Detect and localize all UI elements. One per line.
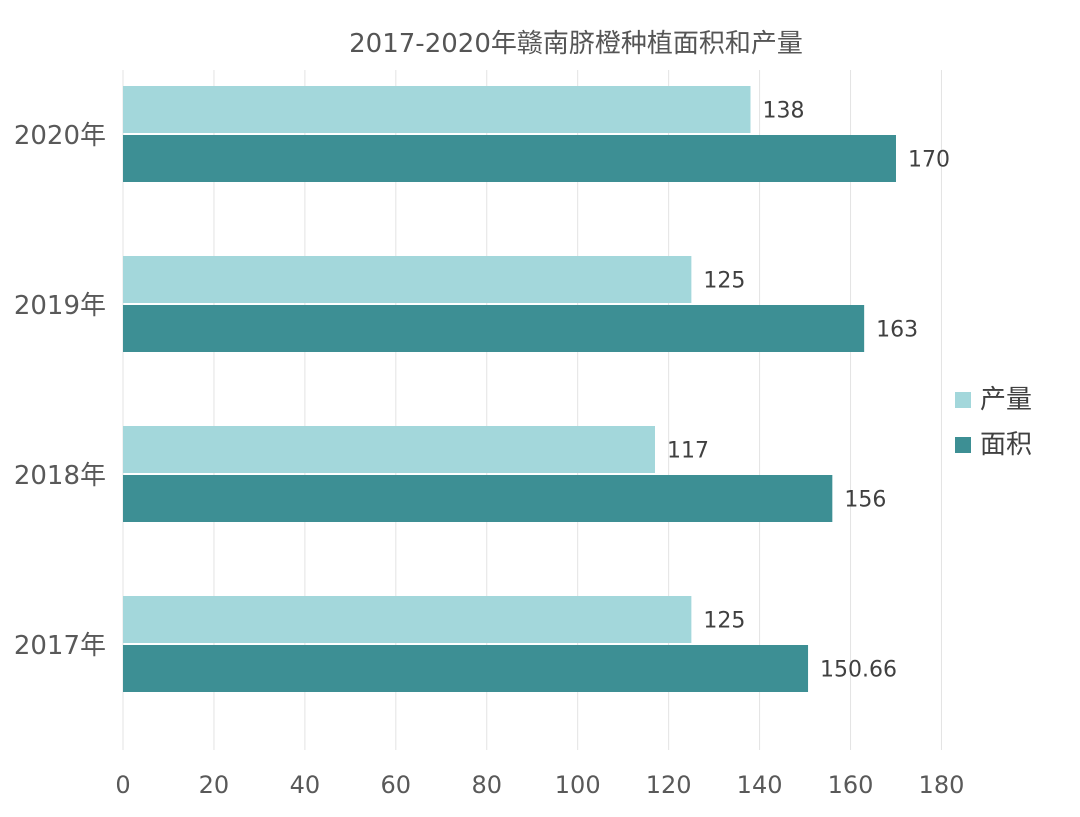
x-tick-label: 40 (290, 771, 321, 799)
bar-面积-2019年 (123, 305, 865, 352)
x-tick-label: 180 (919, 771, 965, 799)
bar-产量-2018年 (123, 426, 655, 473)
legend-swatch (955, 437, 971, 453)
x-tick-label: 0 (115, 771, 130, 799)
data-label: 150.66 (820, 658, 897, 683)
category-label: 2017年 (14, 631, 106, 661)
data-label: 163 (876, 318, 918, 343)
legend-swatch (955, 392, 971, 408)
bar-产量-2020年 (123, 86, 751, 133)
legend-label: 产量 (980, 385, 1032, 415)
x-tick-label: 60 (381, 771, 412, 799)
bar-面积-2020年 (123, 135, 896, 182)
gridlines (122, 70, 942, 750)
x-tick-label: 20 (199, 771, 230, 799)
data-label: 125 (703, 269, 745, 294)
x-tick-label: 120 (646, 771, 692, 799)
category-label: 2020年 (14, 121, 106, 151)
x-tick-label: 100 (555, 771, 601, 799)
chart-title: 2017-2020年赣南脐橙种植面积和产量 (349, 29, 803, 59)
category-label: 2018年 (14, 461, 106, 491)
data-label: 138 (762, 99, 804, 124)
category-axis: 2020年 2019年 2018年 2017年 (14, 121, 106, 661)
x-tick-label: 80 (471, 771, 502, 799)
bar-产量-2017年 (123, 596, 692, 643)
data-label: 156 (844, 488, 886, 513)
value-axis: 0 20 40 60 80 100 120 140 160 180 (115, 771, 964, 799)
data-label: 117 (667, 439, 709, 464)
data-label: 125 (703, 609, 745, 634)
bar-产量-2019年 (123, 256, 692, 303)
x-tick-label: 140 (737, 771, 783, 799)
category-label: 2019年 (14, 291, 106, 321)
x-tick-label: 160 (828, 771, 874, 799)
legend-label: 面积 (980, 430, 1032, 460)
data-label: 170 (908, 148, 950, 173)
bars (123, 86, 896, 692)
data-labels: 138 170 125 163 117 156 125 150.66 (667, 99, 950, 683)
bar-面积-2018年 (123, 475, 833, 522)
bar-面积-2017年 (123, 645, 809, 692)
